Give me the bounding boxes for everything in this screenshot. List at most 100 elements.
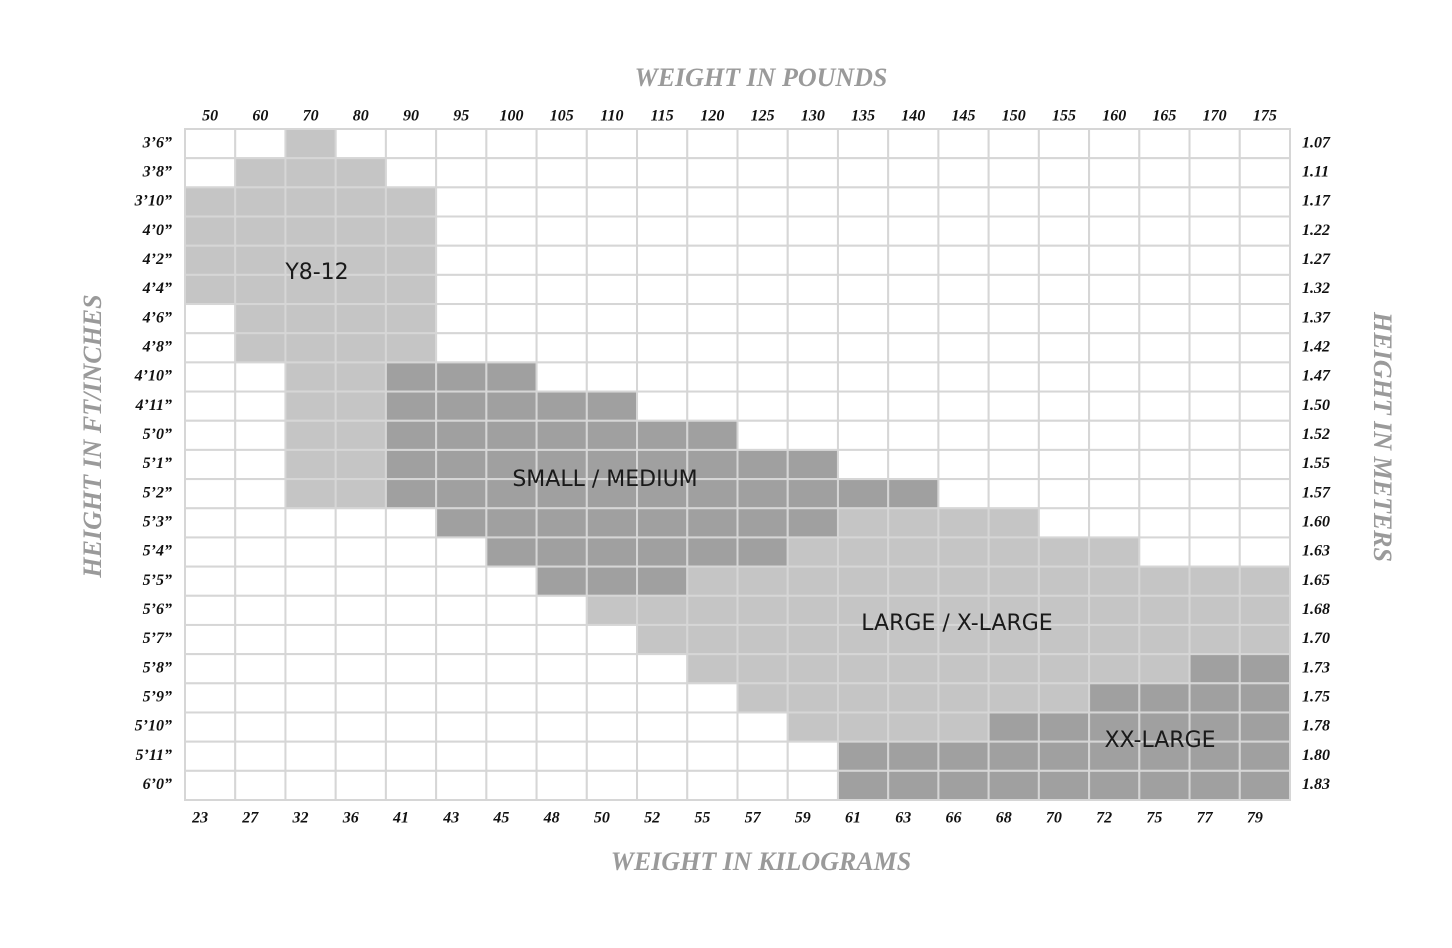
cell	[1238, 478, 1291, 510]
cell	[585, 273, 639, 306]
cell	[435, 215, 488, 247]
cell	[234, 623, 287, 656]
cell	[535, 740, 588, 772]
cell	[636, 623, 689, 656]
pound-label: 70	[303, 108, 319, 125]
cell	[435, 478, 488, 510]
cell	[1238, 594, 1291, 626]
cell	[887, 478, 940, 510]
cell	[1188, 419, 1241, 451]
cell	[736, 215, 789, 247]
cell	[585, 769, 639, 802]
cell	[836, 332, 890, 364]
cell	[485, 769, 538, 802]
cell	[786, 653, 839, 685]
cell	[636, 594, 689, 626]
cell	[1238, 273, 1291, 306]
cell	[334, 332, 387, 364]
cell	[234, 740, 287, 772]
cell	[686, 623, 739, 656]
cell	[686, 711, 739, 743]
cell	[987, 390, 1040, 422]
top-title: WEIGHT IN POUNDS	[635, 63, 888, 92]
cell	[1238, 390, 1291, 422]
cell	[636, 448, 689, 481]
cell	[384, 740, 438, 772]
cell	[485, 215, 538, 247]
cell	[636, 157, 689, 189]
cell	[1238, 623, 1291, 656]
cell	[184, 186, 237, 218]
cell	[1188, 536, 1241, 568]
cell	[1037, 740, 1091, 772]
cell	[284, 186, 337, 218]
cell	[284, 507, 337, 539]
height-ft-label: 4’10”	[134, 368, 172, 385]
cell	[736, 653, 789, 685]
cell	[887, 740, 940, 772]
cell	[585, 128, 639, 160]
cell	[1138, 157, 1191, 189]
height-ft-label: 4’8”	[142, 338, 172, 355]
cell	[1037, 769, 1091, 802]
cell	[184, 332, 237, 364]
cell	[887, 594, 940, 626]
cell	[786, 157, 839, 189]
right-title: HEIGHT IN METERS	[1368, 311, 1397, 562]
cell	[786, 507, 839, 539]
cell	[736, 157, 789, 189]
cell	[184, 157, 237, 189]
cell	[636, 682, 689, 714]
cell	[535, 419, 588, 451]
cell	[334, 448, 387, 481]
cell	[937, 361, 990, 393]
cell	[836, 478, 890, 510]
cell	[736, 361, 789, 393]
cell	[284, 536, 337, 568]
cell	[284, 740, 337, 772]
cell	[1088, 215, 1141, 247]
cell	[485, 157, 538, 189]
kg-label: 77	[1197, 810, 1214, 827]
cell	[1138, 623, 1191, 656]
cell	[284, 361, 337, 393]
cell	[987, 682, 1040, 714]
cell	[1238, 128, 1291, 160]
kg-label: 43	[442, 810, 459, 827]
cell	[1088, 594, 1141, 626]
height-ft-label: 5’11”	[136, 747, 172, 764]
kg-label: 70	[1046, 810, 1062, 827]
height-m-label: 1.07	[1302, 134, 1331, 151]
cell	[1037, 303, 1091, 335]
cell	[736, 244, 789, 276]
cell	[184, 273, 237, 306]
cell	[686, 536, 739, 568]
cell	[636, 244, 689, 276]
cell	[184, 594, 237, 626]
cell	[384, 419, 438, 451]
cell	[284, 419, 337, 451]
cell	[284, 682, 337, 714]
cell	[435, 623, 488, 656]
cell	[384, 653, 438, 685]
cell	[1088, 653, 1141, 685]
height-ft-label: 5’3”	[143, 514, 172, 531]
height-ft-label: 3’6”	[142, 134, 172, 151]
pound-label: 175	[1253, 108, 1277, 125]
height-m-label: 1.47	[1302, 368, 1331, 385]
cell	[234, 273, 287, 306]
cell	[234, 769, 287, 802]
pound-label: 150	[1002, 108, 1026, 125]
cell	[435, 303, 488, 335]
cell	[686, 740, 739, 772]
kg-label: 63	[895, 810, 911, 827]
cell	[1238, 682, 1291, 714]
cell	[334, 215, 387, 247]
cell	[836, 623, 890, 656]
cell	[1037, 361, 1091, 393]
cell	[435, 448, 488, 481]
cell	[1188, 682, 1241, 714]
kg-label: 48	[543, 810, 560, 827]
cell	[1088, 244, 1141, 276]
cell	[736, 682, 789, 714]
